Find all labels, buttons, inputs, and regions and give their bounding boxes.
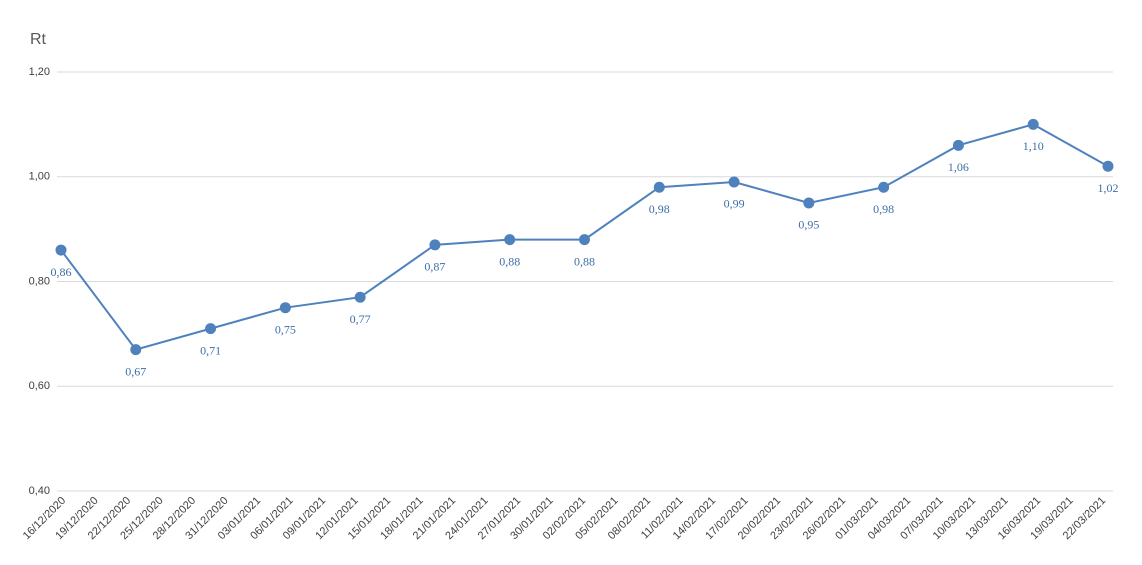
y-tick-label: 1,00 [29, 171, 50, 183]
chart-title: Rt [30, 31, 47, 48]
value-label: 0,87 [424, 260, 445, 274]
value-label: 0,67 [125, 364, 146, 378]
data-point [429, 239, 441, 251]
y-tick-label: 0,60 [29, 380, 50, 392]
value-label: 0,88 [574, 254, 595, 268]
value-label: 0,75 [275, 322, 296, 336]
value-label: 0,99 [724, 197, 745, 211]
data-point [55, 244, 67, 256]
data-point [130, 344, 142, 356]
data-point [728, 176, 740, 188]
data-point [878, 181, 890, 193]
value-label: 1,02 [1098, 181, 1119, 195]
y-tick-label: 0,80 [29, 275, 50, 287]
data-point [1102, 160, 1114, 172]
data-point [1027, 118, 1039, 130]
y-tick-label: 1,20 [29, 66, 50, 78]
value-label: 1,10 [1023, 139, 1044, 153]
value-label: 1,06 [948, 160, 969, 174]
value-label: 0,95 [798, 218, 819, 232]
data-point [279, 302, 291, 314]
value-label: 0,98 [649, 202, 670, 216]
data-point [205, 323, 217, 335]
data-point [803, 197, 815, 209]
value-label: 0,71 [200, 343, 221, 357]
data-point [579, 234, 590, 246]
y-tick-label: 0,40 [29, 485, 50, 497]
data-point [952, 139, 964, 151]
value-label: 0,88 [499, 254, 520, 268]
data-point [354, 291, 366, 303]
data-point [504, 234, 516, 246]
value-label: 0,86 [51, 265, 72, 279]
value-label: 0,98 [873, 202, 894, 216]
value-label: 0,77 [350, 312, 371, 326]
data-point [653, 181, 665, 193]
